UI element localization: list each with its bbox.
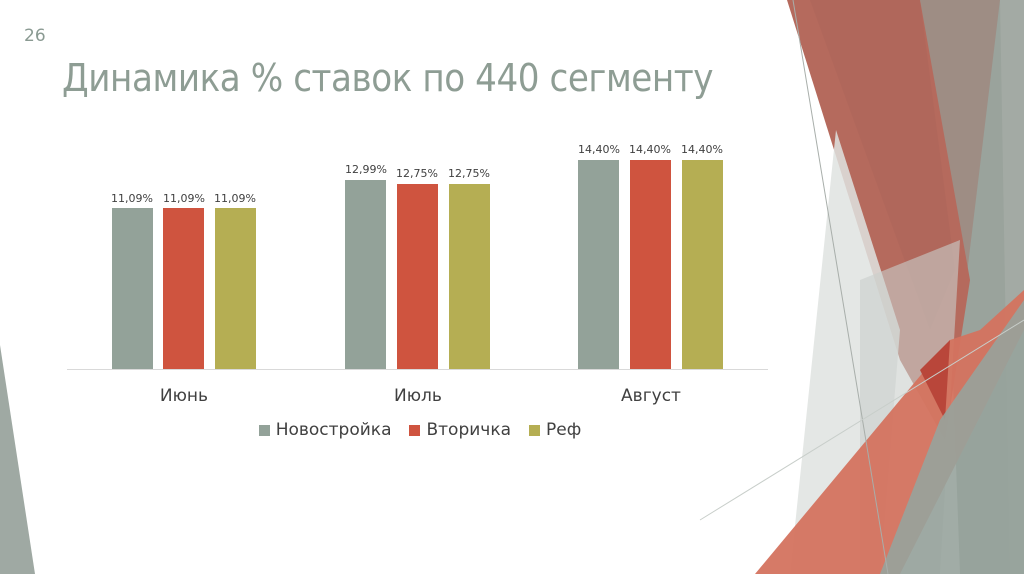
bar-august-vtorichka (630, 160, 671, 369)
legend-swatch-icon (258, 424, 270, 436)
bar-july-novostroyka (345, 180, 386, 369)
bar-june-ref (215, 208, 256, 369)
bar-june-novostroyka (112, 208, 153, 369)
legend-swatch-icon (409, 424, 421, 436)
data-label: 14,40% (681, 143, 723, 156)
bar-august-novostroyka (578, 160, 619, 369)
legend-label: Реф (546, 420, 582, 440)
legend-item-vtorichka: Вторичка (409, 420, 511, 440)
legend-item-ref: Реф (529, 420, 581, 440)
data-label: 11,09% (163, 192, 205, 205)
data-label: 11,09% (214, 192, 256, 205)
slide-number: 26 (24, 26, 46, 46)
legend-swatch-icon (529, 424, 541, 436)
data-label: 14,40% (578, 143, 620, 156)
bar-july-vtorichka (397, 184, 438, 369)
legend-label: Новостройка (275, 420, 392, 440)
data-label: 11,09% (111, 192, 153, 205)
data-label: 12,75% (396, 167, 438, 180)
bar-july-ref (449, 184, 490, 369)
legend-item-novostroyka: Новостройка (258, 420, 392, 440)
data-label: 14,40% (629, 143, 671, 156)
bar-august-ref (682, 160, 723, 369)
category-label-august: Август (621, 386, 681, 406)
slide-title: Динамика % ставок по 440 сегменту (62, 56, 714, 100)
bar-june-vtorichka (163, 208, 204, 369)
category-label-june: Июнь (159, 386, 209, 406)
legend-label: Вторичка (426, 420, 512, 440)
category-label-july: Июль (394, 386, 442, 406)
chart-legend: Новостройка Вторичка Реф (0, 420, 840, 440)
data-label: 12,75% (448, 167, 490, 180)
x-axis-line (67, 369, 768, 370)
data-label: 12,99% (345, 163, 387, 176)
